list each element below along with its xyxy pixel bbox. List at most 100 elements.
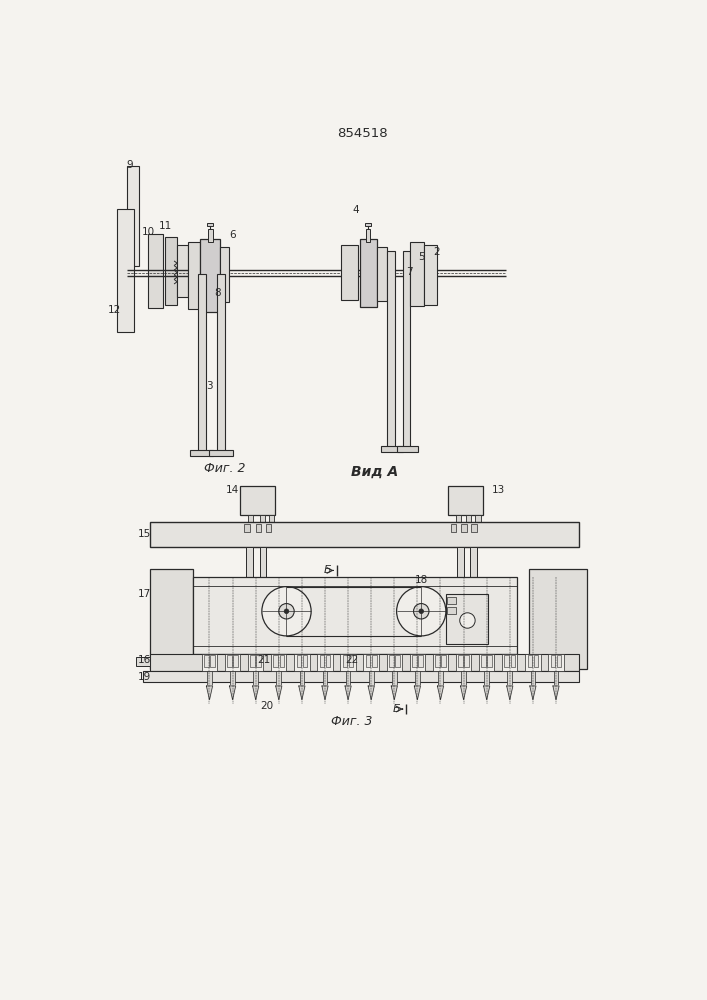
Text: 3: 3 — [206, 381, 213, 391]
Text: Б: Б — [324, 565, 331, 575]
Bar — [403, 251, 411, 451]
Text: 19: 19 — [137, 672, 151, 682]
Bar — [534, 655, 538, 667]
Bar — [387, 251, 395, 451]
Bar — [271, 654, 286, 671]
Bar — [466, 515, 472, 522]
Bar — [317, 654, 333, 671]
Bar — [363, 654, 379, 671]
Bar — [392, 671, 397, 686]
Bar — [148, 234, 163, 308]
Polygon shape — [299, 686, 305, 700]
Bar — [276, 671, 281, 686]
Bar — [200, 239, 219, 312]
Polygon shape — [460, 686, 467, 700]
Text: Фиг. 2: Фиг. 2 — [204, 462, 245, 475]
Bar — [447, 607, 456, 614]
Bar — [456, 654, 472, 671]
Bar — [487, 655, 492, 667]
Bar — [551, 655, 555, 667]
Bar — [274, 655, 278, 667]
Bar — [397, 446, 418, 452]
Bar — [219, 247, 229, 302]
Bar — [217, 274, 225, 455]
Bar — [530, 671, 535, 686]
Bar — [435, 655, 440, 667]
Bar — [389, 655, 394, 667]
Circle shape — [414, 604, 429, 619]
Bar — [479, 654, 494, 671]
Bar — [464, 655, 469, 667]
Text: 4: 4 — [353, 205, 359, 215]
Bar — [469, 547, 477, 589]
Bar — [554, 671, 559, 686]
Bar — [510, 655, 515, 667]
Bar — [150, 569, 192, 669]
Bar — [143, 671, 579, 682]
Bar — [259, 515, 265, 522]
Bar — [387, 654, 402, 671]
Text: 20: 20 — [261, 701, 274, 711]
Text: 10: 10 — [141, 227, 154, 237]
Text: 6: 6 — [229, 231, 236, 240]
Bar — [412, 655, 416, 667]
Bar — [457, 547, 464, 589]
Polygon shape — [414, 686, 421, 700]
Text: 8: 8 — [214, 288, 221, 298]
Bar — [227, 655, 232, 667]
Polygon shape — [252, 686, 259, 700]
Bar — [136, 657, 150, 666]
Circle shape — [397, 587, 446, 636]
Bar — [320, 655, 325, 667]
Bar — [207, 671, 212, 686]
Bar — [525, 654, 541, 671]
Bar — [458, 655, 463, 667]
Polygon shape — [530, 686, 536, 700]
Text: 18: 18 — [414, 575, 428, 585]
Bar — [250, 655, 255, 667]
Bar — [279, 655, 284, 667]
Bar — [481, 655, 486, 667]
Bar — [340, 654, 356, 671]
Polygon shape — [391, 686, 397, 700]
Bar — [117, 209, 134, 332]
Bar — [366, 655, 370, 667]
Bar — [475, 515, 481, 522]
Bar — [165, 237, 177, 305]
Text: Б: Б — [393, 704, 400, 714]
Polygon shape — [484, 686, 490, 700]
Bar — [504, 655, 509, 667]
Text: 22: 22 — [345, 655, 358, 665]
Bar — [365, 223, 371, 226]
Text: 14: 14 — [226, 485, 239, 495]
Circle shape — [419, 609, 423, 614]
Bar — [447, 597, 456, 604]
Bar — [527, 655, 532, 667]
Bar — [259, 547, 267, 589]
Bar — [446, 594, 489, 644]
Bar — [424, 245, 437, 305]
Bar — [244, 524, 250, 532]
Bar — [127, 166, 139, 266]
Bar — [208, 229, 213, 242]
Bar — [360, 239, 377, 307]
Bar — [300, 671, 304, 686]
Bar — [177, 245, 188, 297]
Bar — [248, 515, 253, 522]
Bar — [502, 654, 518, 671]
Bar — [461, 671, 466, 686]
Polygon shape — [507, 686, 513, 700]
Bar — [484, 671, 489, 686]
Text: 21: 21 — [257, 655, 270, 665]
Bar — [529, 569, 587, 669]
Text: Вид A: Вид A — [351, 465, 399, 479]
Text: 17: 17 — [137, 589, 151, 599]
Bar — [381, 446, 403, 452]
Text: 854518: 854518 — [337, 127, 388, 140]
Bar — [192, 577, 518, 654]
Text: 11: 11 — [159, 221, 173, 231]
Bar — [210, 655, 215, 667]
Bar — [472, 524, 477, 532]
Bar — [190, 450, 214, 456]
Bar — [230, 671, 235, 686]
